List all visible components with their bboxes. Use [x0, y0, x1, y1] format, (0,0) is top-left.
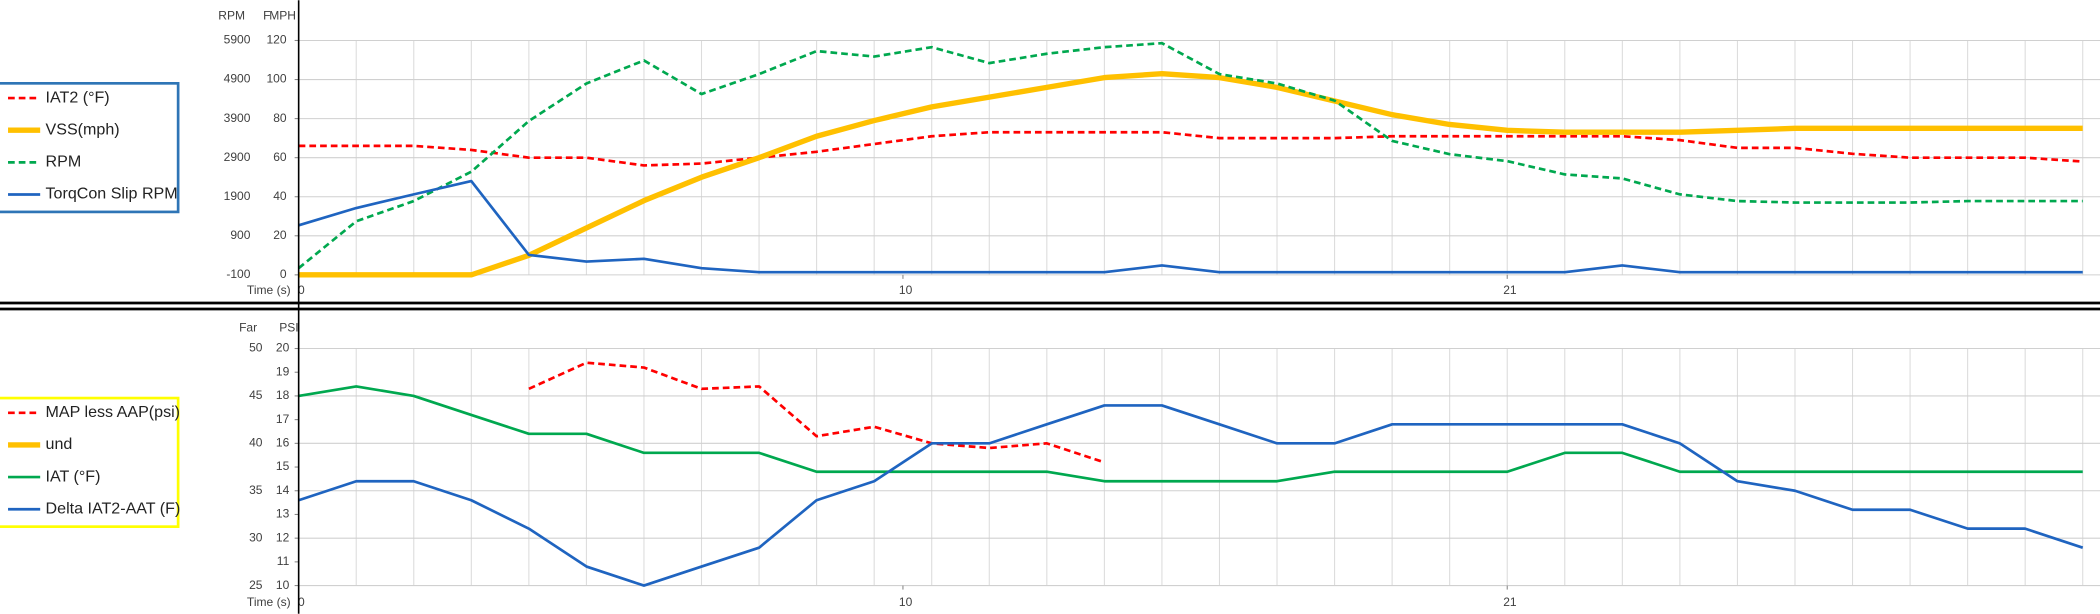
- y-tick-label: 2900: [224, 150, 251, 164]
- y-tick-label: 3900: [224, 111, 251, 125]
- y2-tick-label: 0: [280, 267, 287, 281]
- y2-axis-title: PSI: [279, 321, 298, 335]
- y-tick-label: -100: [226, 267, 250, 281]
- series-line: [298, 179, 2083, 274]
- y2-tick-label: 20: [276, 341, 290, 355]
- x-tick-label: 10: [899, 283, 913, 297]
- legend-label: VSS(mph): [46, 120, 120, 138]
- x-tick-label: 21: [1503, 595, 1517, 609]
- legend-label: IAT2 (°F): [46, 88, 110, 106]
- y2-tick-label: 18: [276, 388, 290, 402]
- y2-tick-label: 17: [276, 412, 290, 426]
- x-axis-title: Time (s): [247, 283, 291, 297]
- y-axis-title: RPM: [218, 9, 245, 23]
- y2-tick-label: 80: [273, 111, 287, 125]
- x-tick-label: 0: [298, 283, 305, 297]
- legend-box: [0, 81, 180, 214]
- y-axis-title: Far: [239, 321, 257, 335]
- x-tick-label: 0: [298, 595, 305, 609]
- y2-tick-label: 13: [276, 507, 290, 521]
- y2-tick-label: 60: [273, 150, 287, 164]
- series-line: [298, 71, 2083, 278]
- y-tick-label: 30: [249, 530, 263, 544]
- x-axis-title: Time (s): [247, 595, 291, 609]
- x-tick-label: 10: [899, 595, 913, 609]
- y-tick-label: 35: [249, 483, 263, 497]
- y2-tick-label: 14: [276, 483, 290, 497]
- y-tick-label: 4900: [224, 72, 251, 86]
- y2-tick-label: 120: [266, 33, 286, 47]
- series-line: [298, 385, 2083, 483]
- legend-label: Delta IAT2-AAT (F): [46, 499, 181, 517]
- legend-label: RPM: [46, 153, 82, 171]
- y-tick-label: 40: [249, 436, 263, 450]
- legend-label: IAT (°F): [46, 467, 101, 485]
- y-tick-label: 25: [249, 578, 263, 592]
- y-tick-label: 900: [230, 228, 250, 242]
- legend-label: und: [46, 435, 73, 453]
- y-tick-label: 50: [249, 341, 263, 355]
- y2-axis-title: MPH: [269, 9, 296, 23]
- y2-axis-title: F: [263, 9, 270, 23]
- y2-tick-label: 20: [273, 228, 287, 242]
- y2-tick-label: 12: [276, 530, 290, 544]
- legend-label: MAP less AAP(psi): [46, 403, 181, 421]
- y2-tick-label: 10: [276, 578, 290, 592]
- y2-tick-label: 19: [276, 364, 290, 378]
- y-tick-label: 5900: [224, 33, 251, 47]
- y-tick-label: 1900: [224, 189, 251, 203]
- y2-tick-label: 40: [273, 189, 287, 203]
- y2-tick-label: 11: [277, 554, 290, 568]
- series-line: [298, 404, 2084, 587]
- series-line: [298, 130, 2083, 167]
- y2-tick-label: 15: [276, 459, 290, 473]
- series-line: [297, 41, 2083, 270]
- y-tick-label: 45: [249, 388, 263, 402]
- series-line: [528, 361, 1105, 464]
- y2-tick-label: 100: [266, 72, 286, 86]
- legend-box: [0, 396, 180, 528]
- y2-tick-label: 16: [276, 436, 290, 450]
- x-tick-label: 21: [1503, 283, 1517, 297]
- legend-label: TorqCon Slip RPM: [46, 185, 178, 203]
